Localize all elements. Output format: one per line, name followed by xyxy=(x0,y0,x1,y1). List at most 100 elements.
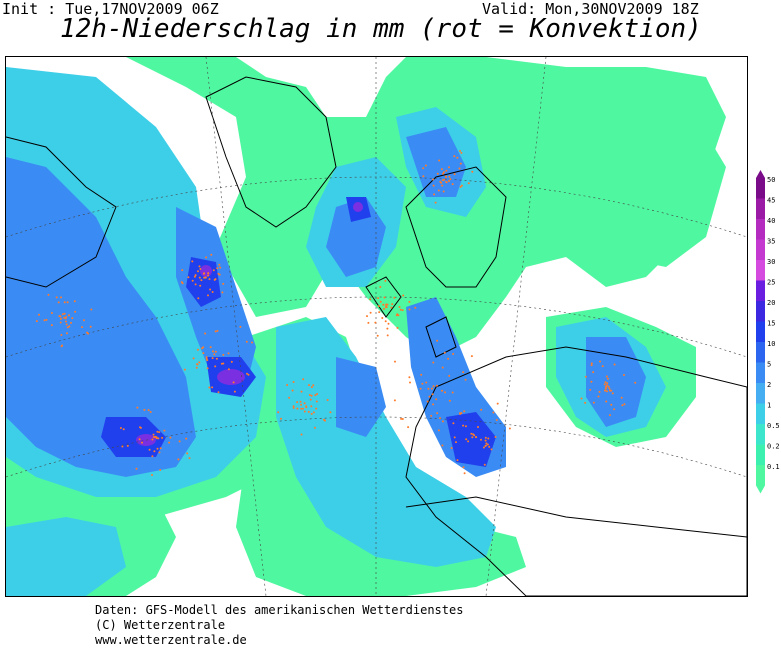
legend-tick-label: 50 xyxy=(767,176,775,184)
convection-dot xyxy=(209,346,212,349)
convection-dot xyxy=(590,364,593,367)
precip-extreme-layer xyxy=(136,202,363,446)
convection-dot xyxy=(407,426,410,429)
convection-dot xyxy=(440,181,443,184)
legend-swatch xyxy=(756,178,765,199)
convection-dot xyxy=(83,319,85,322)
convection-dot xyxy=(449,178,452,181)
convection-dot xyxy=(310,394,313,397)
convection-dot xyxy=(312,411,315,414)
convection-dot xyxy=(200,279,203,282)
convection-dot xyxy=(89,325,92,328)
convection-dot xyxy=(151,455,154,458)
convection-dot xyxy=(63,301,66,304)
convection-dot xyxy=(592,401,595,404)
convection-dot xyxy=(376,334,379,337)
convection-dot xyxy=(50,324,53,327)
legend-swatch xyxy=(756,198,765,219)
north-africa-outline xyxy=(405,496,747,538)
convection-dot xyxy=(314,426,316,429)
convection-dot xyxy=(436,172,439,175)
convection-dot xyxy=(214,330,217,333)
convection-dot xyxy=(464,378,467,381)
precip-heavy-layer xyxy=(6,127,646,477)
convection-dot xyxy=(377,297,380,300)
convection-dot xyxy=(438,159,441,162)
legend-tick-label: 25 xyxy=(767,279,775,287)
legend-swatch xyxy=(756,424,765,445)
legend-swatch xyxy=(756,321,765,342)
convection-dot xyxy=(66,332,68,335)
convection-dot xyxy=(387,322,390,325)
convection-dot xyxy=(590,380,593,383)
scandinavia-outline xyxy=(405,166,507,288)
convection-dot xyxy=(74,310,77,313)
convection-dot xyxy=(462,424,465,427)
convection-dot xyxy=(50,312,53,314)
convection-dot xyxy=(280,417,282,420)
convection-dot xyxy=(65,323,68,326)
convection-dot xyxy=(60,296,62,299)
convection-dot xyxy=(302,378,305,381)
convection-dot xyxy=(369,311,372,314)
legend-tick-label: 10 xyxy=(767,340,775,348)
convection-dot xyxy=(483,463,486,466)
legend-swatch xyxy=(756,260,765,281)
convection-dot xyxy=(310,412,313,415)
convection-dot xyxy=(205,256,208,259)
convection-dot xyxy=(379,300,382,303)
convection-dot xyxy=(227,368,230,371)
convection-dot xyxy=(435,398,438,401)
convection-dot xyxy=(385,306,388,309)
convection-dot xyxy=(607,385,610,388)
convection-dot xyxy=(191,260,194,263)
convection-dot xyxy=(441,420,444,423)
convection-dot xyxy=(196,348,199,351)
convection-dot xyxy=(490,448,493,451)
convection-dot xyxy=(300,390,303,393)
convection-dot xyxy=(326,399,329,401)
convection-dot xyxy=(456,459,459,462)
convection-dot xyxy=(440,168,443,171)
convection-dot xyxy=(445,169,448,172)
convection-dot xyxy=(310,405,313,408)
convection-dot xyxy=(606,377,609,380)
convection-dot xyxy=(232,381,235,384)
convection-dot xyxy=(487,437,490,440)
convection-dot xyxy=(488,445,491,448)
convection-dot xyxy=(251,341,253,344)
convection-dot xyxy=(194,283,197,286)
convection-dot xyxy=(477,426,479,428)
convection-dot xyxy=(386,327,389,330)
convection-dot xyxy=(448,399,451,402)
legend-tick-label: 35 xyxy=(767,238,775,246)
convection-dot xyxy=(148,448,151,451)
convection-dot xyxy=(216,267,219,270)
convection-dot xyxy=(450,447,453,449)
convection-dot xyxy=(136,406,139,409)
convection-dot xyxy=(119,427,122,429)
convection-dot xyxy=(456,156,459,159)
convection-dot xyxy=(386,303,389,306)
convection-dot xyxy=(445,176,448,178)
convection-dot xyxy=(419,387,422,390)
convection-dot xyxy=(63,316,66,319)
convection-dot xyxy=(467,440,470,443)
convection-dot xyxy=(485,444,487,447)
convection-dot xyxy=(196,363,199,366)
convection-dot xyxy=(447,357,450,360)
convection-dot xyxy=(68,314,70,317)
convection-dot xyxy=(441,184,444,187)
legend-swatch xyxy=(756,301,765,322)
convection-dot xyxy=(422,175,425,178)
convection-dot xyxy=(604,381,607,384)
convection-dot xyxy=(185,437,188,440)
legend-swatch xyxy=(756,342,765,363)
convection-dot xyxy=(424,164,427,167)
convection-dot xyxy=(207,274,210,277)
convection-dot xyxy=(452,422,455,425)
convection-dot xyxy=(302,407,304,410)
convection-dot xyxy=(400,417,403,420)
convection-dot xyxy=(156,447,159,450)
legend-tick-label: 0.2 xyxy=(767,443,780,451)
